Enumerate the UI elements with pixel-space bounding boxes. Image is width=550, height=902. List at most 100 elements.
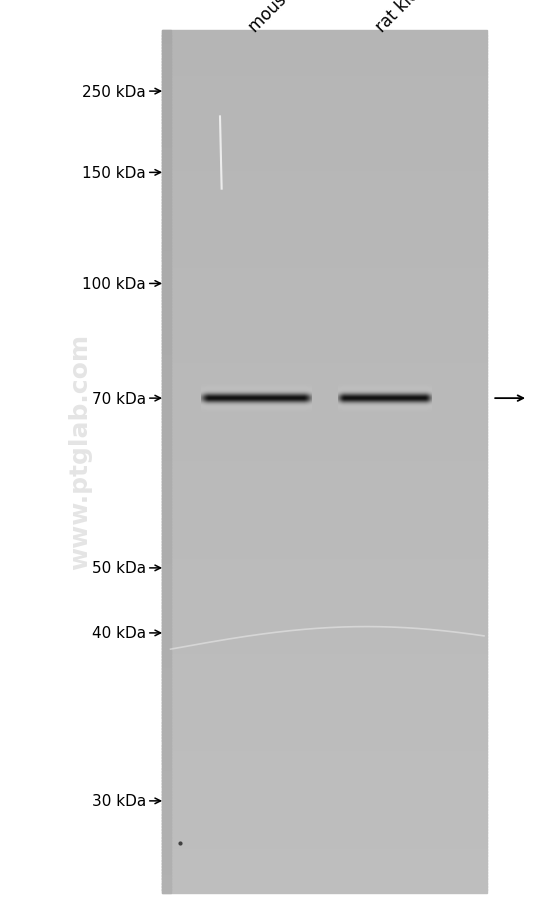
Bar bbox=[162, 453, 487, 456]
Bar bbox=[162, 458, 487, 462]
Bar bbox=[162, 843, 170, 847]
Text: 30 kDa: 30 kDa bbox=[91, 794, 146, 808]
Bar bbox=[162, 370, 170, 373]
Bar bbox=[162, 177, 170, 181]
Bar bbox=[162, 240, 170, 244]
Bar bbox=[162, 475, 487, 480]
Bar bbox=[162, 65, 487, 69]
Bar bbox=[162, 861, 170, 864]
Bar bbox=[162, 521, 170, 526]
Bar bbox=[162, 630, 487, 635]
Bar bbox=[162, 774, 487, 778]
Bar bbox=[162, 596, 487, 600]
Text: www.ptglab.com: www.ptglab.com bbox=[68, 333, 92, 569]
Bar bbox=[162, 125, 170, 129]
Bar bbox=[162, 77, 487, 80]
Bar bbox=[162, 570, 170, 575]
Bar bbox=[162, 487, 487, 491]
Bar bbox=[162, 327, 170, 330]
Bar bbox=[162, 863, 170, 867]
Bar bbox=[162, 686, 170, 689]
Bar bbox=[162, 229, 170, 233]
Bar bbox=[162, 783, 170, 787]
Bar bbox=[162, 740, 170, 743]
Bar bbox=[162, 410, 487, 413]
Bar bbox=[162, 889, 170, 893]
Bar bbox=[162, 62, 487, 66]
Bar bbox=[162, 771, 487, 775]
Bar bbox=[162, 134, 170, 138]
Bar bbox=[162, 436, 170, 439]
Bar bbox=[162, 421, 170, 425]
Bar bbox=[162, 392, 170, 396]
Bar bbox=[162, 507, 170, 511]
Bar bbox=[162, 266, 170, 270]
Bar bbox=[162, 346, 170, 350]
Bar bbox=[162, 327, 487, 330]
Bar bbox=[162, 458, 170, 462]
Bar bbox=[162, 237, 170, 241]
Bar bbox=[162, 341, 487, 345]
Bar bbox=[162, 499, 170, 502]
Bar bbox=[162, 303, 170, 308]
Bar bbox=[162, 841, 487, 844]
Bar bbox=[162, 591, 487, 594]
Bar bbox=[162, 433, 487, 437]
Bar bbox=[162, 145, 487, 150]
Bar bbox=[162, 154, 487, 158]
Bar bbox=[162, 186, 487, 189]
Bar bbox=[162, 407, 170, 410]
Bar bbox=[162, 846, 170, 850]
Bar bbox=[162, 237, 487, 241]
Bar bbox=[162, 206, 170, 209]
Bar bbox=[162, 373, 487, 376]
Bar bbox=[162, 786, 170, 789]
Bar bbox=[162, 272, 487, 276]
Bar bbox=[162, 145, 170, 150]
Bar bbox=[162, 723, 487, 726]
Bar bbox=[162, 433, 170, 437]
Bar bbox=[162, 729, 487, 732]
Bar bbox=[162, 412, 487, 417]
Bar bbox=[162, 166, 170, 170]
Bar bbox=[162, 269, 487, 272]
Bar bbox=[162, 625, 487, 629]
Bar bbox=[162, 683, 487, 686]
Bar bbox=[162, 387, 487, 391]
Bar bbox=[162, 77, 170, 80]
Bar bbox=[162, 249, 170, 253]
Bar bbox=[162, 553, 487, 557]
Bar bbox=[162, 220, 170, 224]
Bar bbox=[162, 832, 170, 835]
Bar bbox=[162, 668, 487, 672]
Bar bbox=[162, 550, 170, 554]
Bar bbox=[162, 200, 170, 204]
Bar bbox=[162, 355, 487, 359]
Text: 150 kDa: 150 kDa bbox=[82, 166, 146, 180]
Bar bbox=[162, 533, 170, 537]
Bar bbox=[162, 700, 487, 704]
Bar bbox=[162, 232, 170, 235]
Bar bbox=[162, 321, 487, 325]
Bar bbox=[162, 705, 487, 709]
Bar bbox=[162, 528, 487, 531]
Bar bbox=[162, 114, 170, 117]
Bar bbox=[162, 795, 170, 798]
Bar bbox=[162, 106, 170, 109]
Bar bbox=[162, 392, 487, 396]
Bar bbox=[162, 189, 170, 192]
Bar bbox=[162, 131, 170, 135]
Text: 250 kDa: 250 kDa bbox=[82, 85, 146, 99]
Bar bbox=[162, 570, 487, 575]
Bar bbox=[162, 419, 170, 422]
Bar bbox=[162, 116, 170, 121]
Text: rat kidney: rat kidney bbox=[372, 0, 444, 36]
Bar bbox=[162, 355, 170, 359]
Bar bbox=[162, 180, 487, 184]
Bar bbox=[162, 714, 170, 718]
Bar bbox=[162, 407, 487, 410]
Bar bbox=[162, 252, 170, 255]
Bar bbox=[162, 548, 170, 551]
Bar bbox=[162, 88, 487, 92]
Bar bbox=[162, 642, 487, 646]
